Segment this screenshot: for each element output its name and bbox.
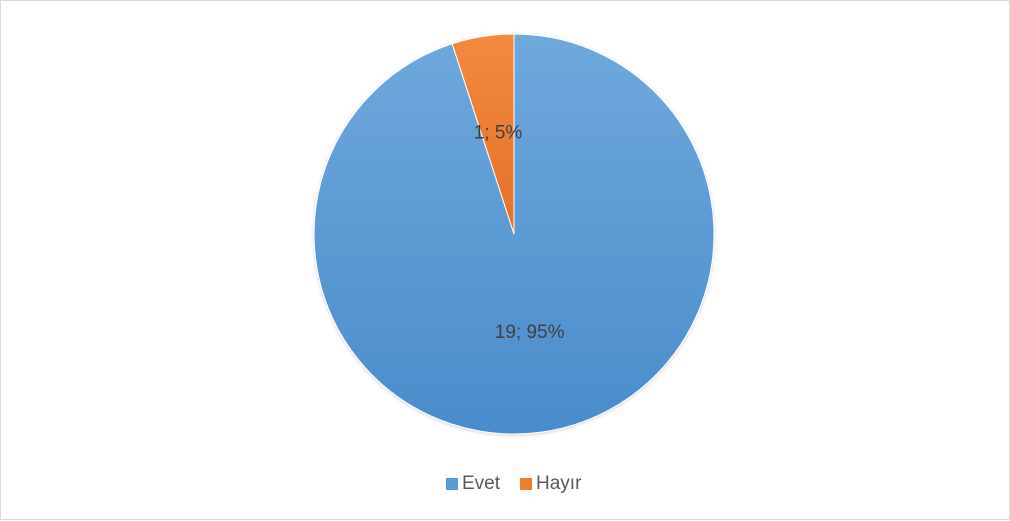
data-label-evet: 19; 95%	[495, 322, 565, 343]
legend-swatch-evet	[446, 478, 458, 490]
legend-swatch-hay-r	[520, 478, 532, 490]
legend-label-hay-r: Hayır	[536, 473, 582, 494]
legend-label-evet: Evet	[462, 473, 501, 494]
pie-slice-hay-r	[451, 33, 515, 235]
legend: Evet Hayır	[446, 473, 582, 494]
data-label-hay-r: 1; 5%	[474, 122, 523, 143]
